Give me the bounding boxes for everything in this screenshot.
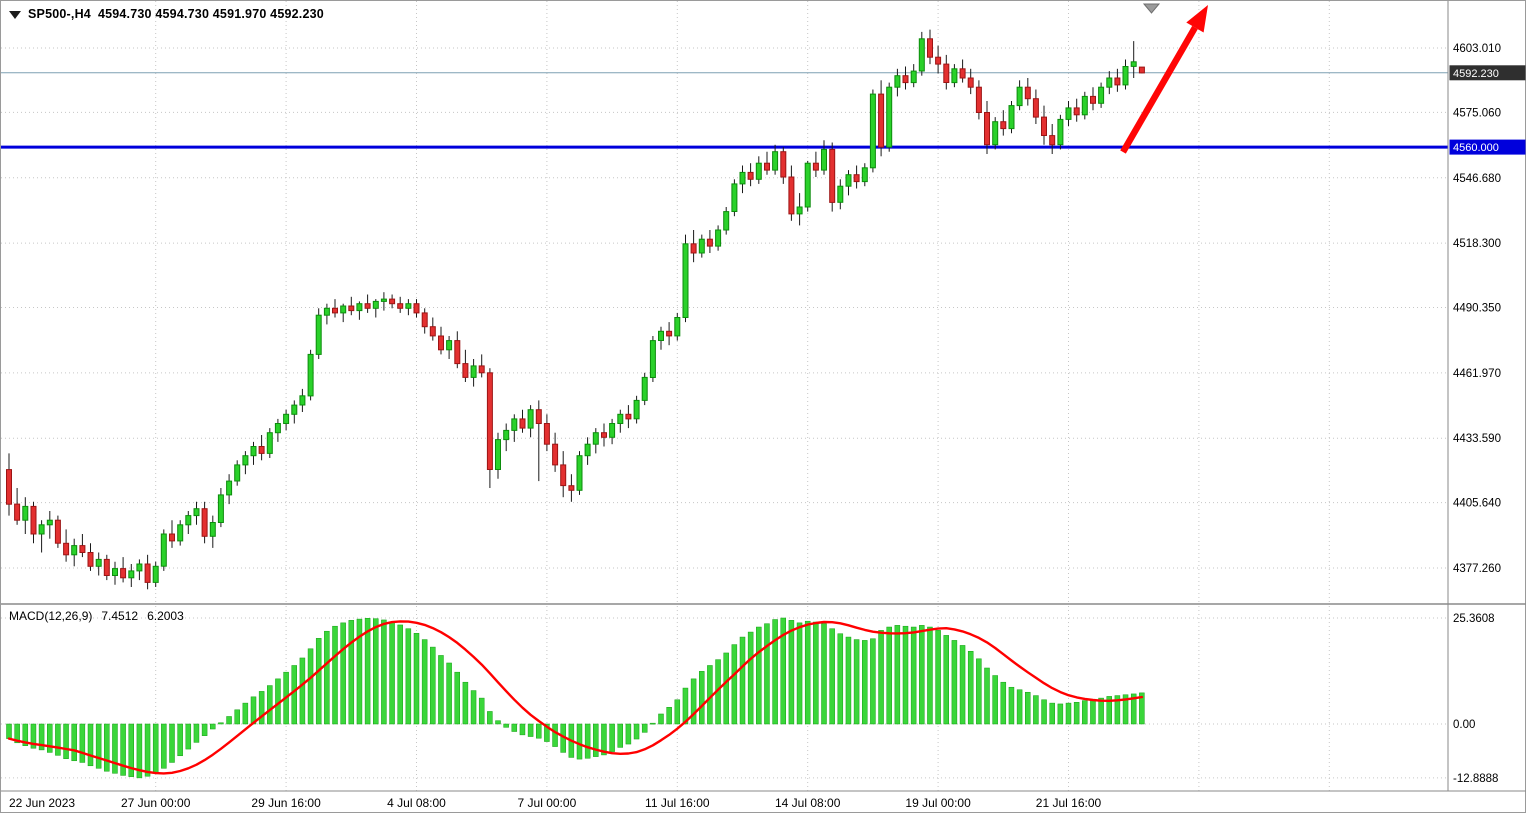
svg-text:11 Jul 16:00: 11 Jul 16:00	[645, 796, 710, 810]
svg-text:-12.8888: -12.8888	[1453, 773, 1498, 785]
macd-value: 7.4512	[101, 609, 139, 623]
bid-price-label	[1449, 65, 1526, 81]
svg-text:4 Jul 08:00: 4 Jul 08:00	[387, 796, 446, 810]
svg-text:4377.260: 4377.260	[1453, 563, 1501, 575]
symbol-marker-icon	[9, 10, 21, 19]
macd-header: MACD(12,26,9) 7.4512 6.2003	[9, 609, 184, 623]
trend-arrow[interactable]	[1120, 5, 1208, 154]
time-axis[interactable]: 22 Jun 2023 27 Jun 00:00 29 Jun 16:00 4 Jul…	[9, 796, 1102, 810]
svg-text:27 Jun 00:00: 27 Jun 00:00	[121, 796, 191, 810]
svg-text:4546.680: 4546.680	[1453, 173, 1501, 185]
svg-text:7 Jul 00:00: 7 Jul 00:00	[518, 796, 577, 810]
candles	[6, 29, 1145, 590]
macd-signal-line	[7, 620, 1144, 775]
svg-text:4405.640: 4405.640	[1453, 498, 1501, 510]
svg-text:4433.590: 4433.590	[1453, 433, 1501, 445]
macd-axis[interactable]: 25.3608 0.00 -12.8888	[1453, 613, 1498, 785]
svg-text:19 Jul 00:00: 19 Jul 00:00	[905, 796, 971, 810]
chart-header: SP500-,H4 4594.730 4594.730 4591.970 459…	[9, 7, 324, 21]
svg-text:4560.000: 4560.000	[1453, 142, 1499, 154]
svg-text:4518.300: 4518.300	[1453, 238, 1501, 250]
price-axis[interactable]: 4603.010 4575.060 4546.680 4518.300 4490.350…	[1449, 43, 1526, 575]
svg-text:4490.350: 4490.350	[1453, 303, 1501, 315]
support-price-label	[1449, 139, 1526, 155]
svg-text:29 Jun 16:00: 29 Jun 16:00	[251, 796, 321, 810]
svg-text:21 Jul 16:00: 21 Jul 16:00	[1036, 796, 1102, 810]
symbol-period-label: SP500-,H4	[28, 7, 91, 21]
svg-text:4603.010: 4603.010	[1453, 43, 1501, 55]
svg-text:14 Jul 08:00: 14 Jul 08:00	[775, 796, 841, 810]
macd-label: MACD(12,26,9)	[9, 609, 93, 623]
svg-text:4592.230: 4592.230	[1453, 68, 1499, 80]
svg-text:4461.970: 4461.970	[1453, 368, 1501, 380]
macd-histogram	[6, 617, 1145, 779]
svg-text:0.00: 0.00	[1453, 719, 1475, 731]
svg-text:4575.060: 4575.060	[1453, 107, 1501, 119]
chart-shift-icon[interactable]	[1142, 3, 1161, 14]
ohlc-label: 4594.730 4594.730 4591.970 4592.230	[97, 7, 324, 21]
svg-text:22 Jun 2023: 22 Jun 2023	[9, 796, 75, 810]
svg-text:25.3608: 25.3608	[1453, 613, 1495, 625]
macd-signal-value: 6.2003	[147, 609, 184, 623]
